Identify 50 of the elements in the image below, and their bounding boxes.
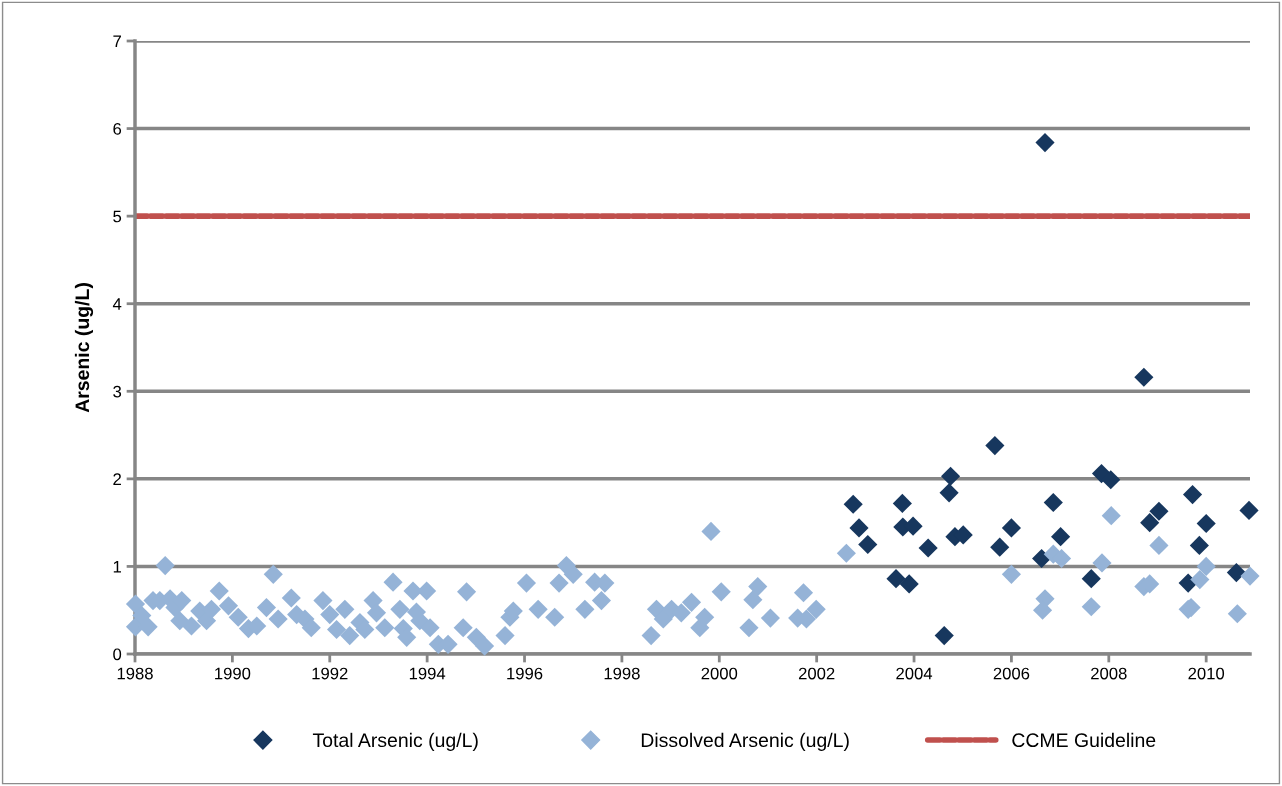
point xyxy=(1182,485,1203,505)
point xyxy=(985,436,1005,456)
point xyxy=(1226,562,1246,583)
y-tick-label: 2 xyxy=(113,473,121,485)
point xyxy=(939,483,959,503)
point xyxy=(849,518,869,538)
point xyxy=(886,569,906,589)
x-tick-label: 2006 xyxy=(993,667,1030,680)
point xyxy=(1001,518,1021,538)
x-tick-label: 2000 xyxy=(701,667,738,680)
point xyxy=(892,493,912,513)
x-tick-label: 1992 xyxy=(312,667,348,680)
x-tick-label: 2004 xyxy=(896,667,933,680)
y-tick-label: 4 xyxy=(112,298,122,310)
x-tick-label: 2008 xyxy=(1091,667,1127,680)
point xyxy=(918,538,938,558)
x-tick-label: 2002 xyxy=(798,667,835,680)
point xyxy=(1149,501,1169,521)
point xyxy=(1189,535,1209,555)
x-tick-label: 1998 xyxy=(604,667,640,680)
y-tick-label: 6 xyxy=(113,122,122,135)
point xyxy=(899,574,919,594)
point xyxy=(1043,492,1063,513)
point xyxy=(1134,367,1154,387)
x-tick-label: 2010 xyxy=(1188,667,1225,680)
y-tick-label: 7 xyxy=(113,35,121,48)
point xyxy=(1140,513,1160,533)
legend-label: Total Arsenic (ug/L) xyxy=(312,732,478,751)
y-tick-label: 5 xyxy=(113,210,122,223)
point xyxy=(1196,513,1216,534)
legend-label: CCME Guideline xyxy=(1012,732,1156,748)
point xyxy=(1051,527,1071,547)
x-tick-label: 1990 xyxy=(215,667,251,680)
y-tick-label: 3 xyxy=(113,385,122,398)
x-tick-label: 1994 xyxy=(409,667,446,680)
point xyxy=(1239,500,1259,520)
point xyxy=(843,494,863,514)
legend-label: Dissolved Arsenic (ug/L) xyxy=(641,732,849,751)
y-axis-title: Arsenic (ug/L) xyxy=(74,283,94,413)
point xyxy=(858,534,878,555)
point xyxy=(934,626,954,646)
point xyxy=(990,537,1010,557)
x-tick-label: 1988 xyxy=(117,667,153,680)
x-tick-label: 1996 xyxy=(507,667,543,680)
point xyxy=(940,466,961,486)
y-tick-label: 1 xyxy=(113,561,121,573)
point xyxy=(1035,133,1055,153)
y-tick-label: 0 xyxy=(113,648,122,661)
point xyxy=(1101,470,1121,490)
point xyxy=(1081,569,1101,589)
